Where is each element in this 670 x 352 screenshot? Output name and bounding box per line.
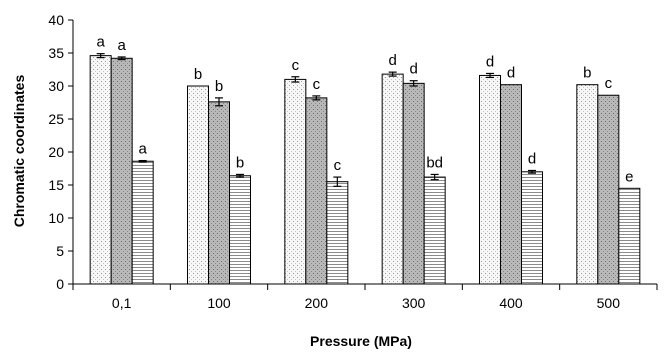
y-tick-label: 30 [48, 78, 64, 94]
y-tick-label: 10 [48, 210, 64, 226]
bar [381, 73, 404, 285]
y-axis: 0 5 10 15 20 25 30 35 40 [48, 12, 74, 292]
bar [110, 57, 133, 285]
data-label: a [96, 34, 105, 51]
y-tick-label: 20 [48, 144, 64, 160]
data-label: c [313, 76, 321, 93]
x-axis-title: Pressure (MPa) [310, 333, 412, 349]
data-label: b [236, 154, 244, 171]
bar [208, 101, 230, 285]
y-tick-label: 15 [48, 177, 64, 193]
bar [479, 74, 501, 285]
bar [618, 187, 641, 285]
data-label: b [215, 78, 223, 95]
data-label: a [138, 141, 147, 158]
bar [305, 97, 328, 285]
bar [284, 78, 307, 285]
data-label: c [605, 75, 613, 92]
x-tick-label: 0,1 [112, 295, 132, 311]
y-tick-label: 35 [48, 45, 64, 61]
y-axis-title: Chromatic coordinates [11, 75, 27, 228]
y-tick-label: 40 [48, 12, 64, 28]
data-label: c [334, 157, 342, 174]
bar [597, 94, 620, 285]
bar [89, 55, 112, 285]
data-label: d [507, 65, 515, 82]
bars [89, 55, 641, 285]
data-label: d [486, 53, 494, 70]
y-tick-label: 25 [48, 111, 64, 127]
x-tick-label: 100 [207, 295, 231, 311]
data-label: d [528, 150, 536, 167]
x-tick-label: 500 [597, 295, 621, 311]
bar [576, 84, 599, 285]
error-bars [96, 53, 536, 187]
data-label: c [292, 57, 300, 74]
x-tick-label: 300 [402, 295, 426, 311]
bar [131, 160, 154, 285]
bar [326, 181, 349, 285]
data-label: e [625, 168, 633, 185]
bar [500, 84, 522, 285]
data-label: b [583, 65, 591, 82]
y-tick-label: 5 [56, 243, 64, 259]
data-label: bd [426, 154, 443, 171]
bar [423, 176, 446, 285]
y-tick-label: 0 [56, 276, 64, 292]
data-label: b [194, 66, 202, 83]
x-tick-label: 200 [305, 295, 329, 311]
bar [229, 175, 251, 285]
bar [402, 82, 425, 285]
data-label: d [388, 52, 396, 69]
bar [521, 171, 543, 285]
x-axis: 0,1 100 200 300 400 500 [72, 283, 658, 311]
bar [187, 85, 209, 285]
data-label: d [409, 61, 417, 78]
x-tick-label: 400 [499, 295, 523, 311]
data-label: a [117, 37, 126, 54]
